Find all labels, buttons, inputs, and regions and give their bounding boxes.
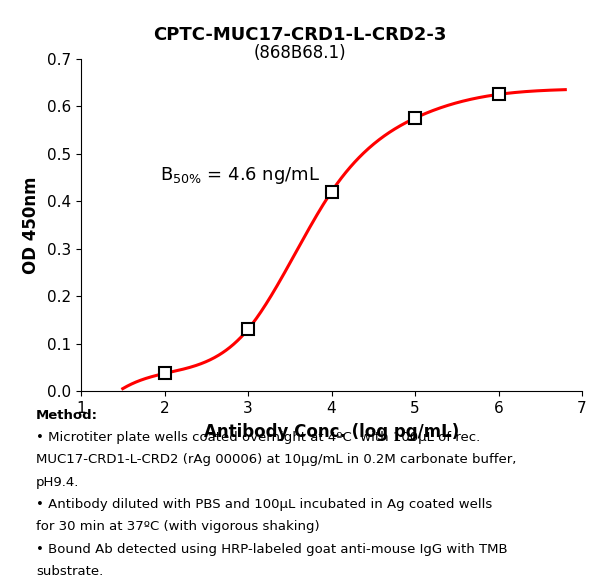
Text: for 30 min at 37ºC (with vigorous shaking): for 30 min at 37ºC (with vigorous shakin… (36, 520, 320, 533)
Y-axis label: OD 450nm: OD 450nm (22, 176, 40, 273)
Text: • Antibody diluted with PBS and 100μL incubated in Ag coated wells: • Antibody diluted with PBS and 100μL in… (36, 498, 492, 511)
Text: B$_{50\%}$ = 4.6 ng/mL: B$_{50\%}$ = 4.6 ng/mL (160, 165, 320, 186)
Text: MUC17-CRD1-L-CRD2 (rAg 00006) at 10μg/mL in 0.2M carbonate buffer,: MUC17-CRD1-L-CRD2 (rAg 00006) at 10μg/mL… (36, 453, 517, 466)
Text: (868B68.1): (868B68.1) (254, 44, 346, 62)
Text: substrate.: substrate. (36, 565, 103, 578)
Text: • Microtiter plate wells coated overnight at 4ºC  with 100μL of rec.: • Microtiter plate wells coated overnigh… (36, 431, 480, 444)
Text: Method:: Method: (36, 409, 98, 422)
Text: CPTC-MUC17-CRD1-L-CRD2-3: CPTC-MUC17-CRD1-L-CRD2-3 (154, 26, 446, 45)
X-axis label: Antibody Conc. (log pg/mL): Antibody Conc. (log pg/mL) (204, 423, 459, 440)
Text: • Bound Ab detected using HRP-labeled goat anti-mouse IgG with TMB: • Bound Ab detected using HRP-labeled go… (36, 543, 508, 556)
Text: pH9.4.: pH9.4. (36, 476, 79, 489)
